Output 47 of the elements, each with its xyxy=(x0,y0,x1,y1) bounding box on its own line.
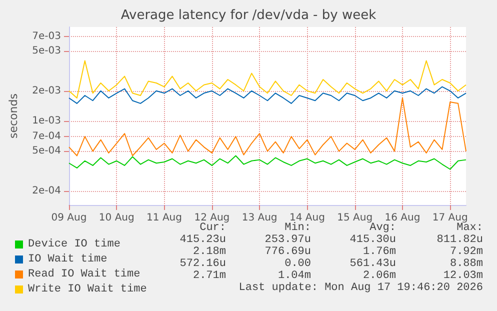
x-tick-label: 15 Aug xyxy=(337,212,373,224)
text: 776.69u xyxy=(264,246,311,258)
y-tick-label: 7e-03 xyxy=(32,30,61,42)
x-tick-label: 10 Aug xyxy=(98,212,134,224)
legend-label: IO Wait time xyxy=(28,254,108,266)
text: 2.71m xyxy=(192,270,226,282)
y-tick-label: 2e-04 xyxy=(32,186,61,197)
y-tick-label: 1e-03 xyxy=(32,116,61,127)
y-tick-label: 5e-04 xyxy=(32,146,61,157)
text: 415.23u xyxy=(180,234,226,246)
text: Cur: xyxy=(200,222,226,234)
y-tick-label: 5e-03 xyxy=(32,46,61,57)
chart-title: Average latency for /dev/vda - by week xyxy=(120,8,377,23)
text: Max: xyxy=(456,222,483,234)
x-tick-label: 11 Aug xyxy=(146,212,182,224)
text: Last update: Mon Aug 17 19:46:20 2026 xyxy=(238,282,483,294)
x-tick-label: 13 Aug xyxy=(242,212,278,224)
y-axis-title: seconds xyxy=(7,93,20,138)
x-tick-label: 12 Aug xyxy=(194,212,230,224)
legend-label: Read IO Wait time xyxy=(28,268,140,280)
text: 1.76m xyxy=(362,246,396,258)
x-tick-label: 16 Aug xyxy=(384,212,420,224)
text: 811.82u xyxy=(436,234,483,246)
text: 7.92m xyxy=(450,246,484,258)
line-series xyxy=(68,97,466,156)
text: 572.16u xyxy=(180,258,226,270)
x-tick-label: 09 Aug xyxy=(51,212,87,224)
legend-label: Write IO Wait time xyxy=(28,284,147,296)
line-series xyxy=(68,60,466,98)
text: Avg: xyxy=(370,222,396,234)
x-tick-label: 14 Aug xyxy=(289,212,325,224)
line-series xyxy=(68,155,466,170)
text: Min: xyxy=(284,222,311,234)
text: 2.18m xyxy=(192,246,226,258)
text: 2.06m xyxy=(362,270,396,282)
text: 253.97u xyxy=(264,234,311,246)
text: 0.00 xyxy=(284,258,311,270)
text: 8.88m xyxy=(450,258,484,270)
y-tick-label: 7e-04 xyxy=(32,131,61,142)
legend-label: Device IO time xyxy=(28,238,120,250)
y-tick-label: 2e-03 xyxy=(32,85,61,96)
line-series xyxy=(68,86,466,104)
text: 12.03m xyxy=(443,270,484,282)
text: 1.04m xyxy=(278,270,312,282)
text: 415.30u xyxy=(350,234,396,246)
text: 561.43u xyxy=(350,258,396,270)
x-tick-label: 17 Aug xyxy=(432,212,468,224)
